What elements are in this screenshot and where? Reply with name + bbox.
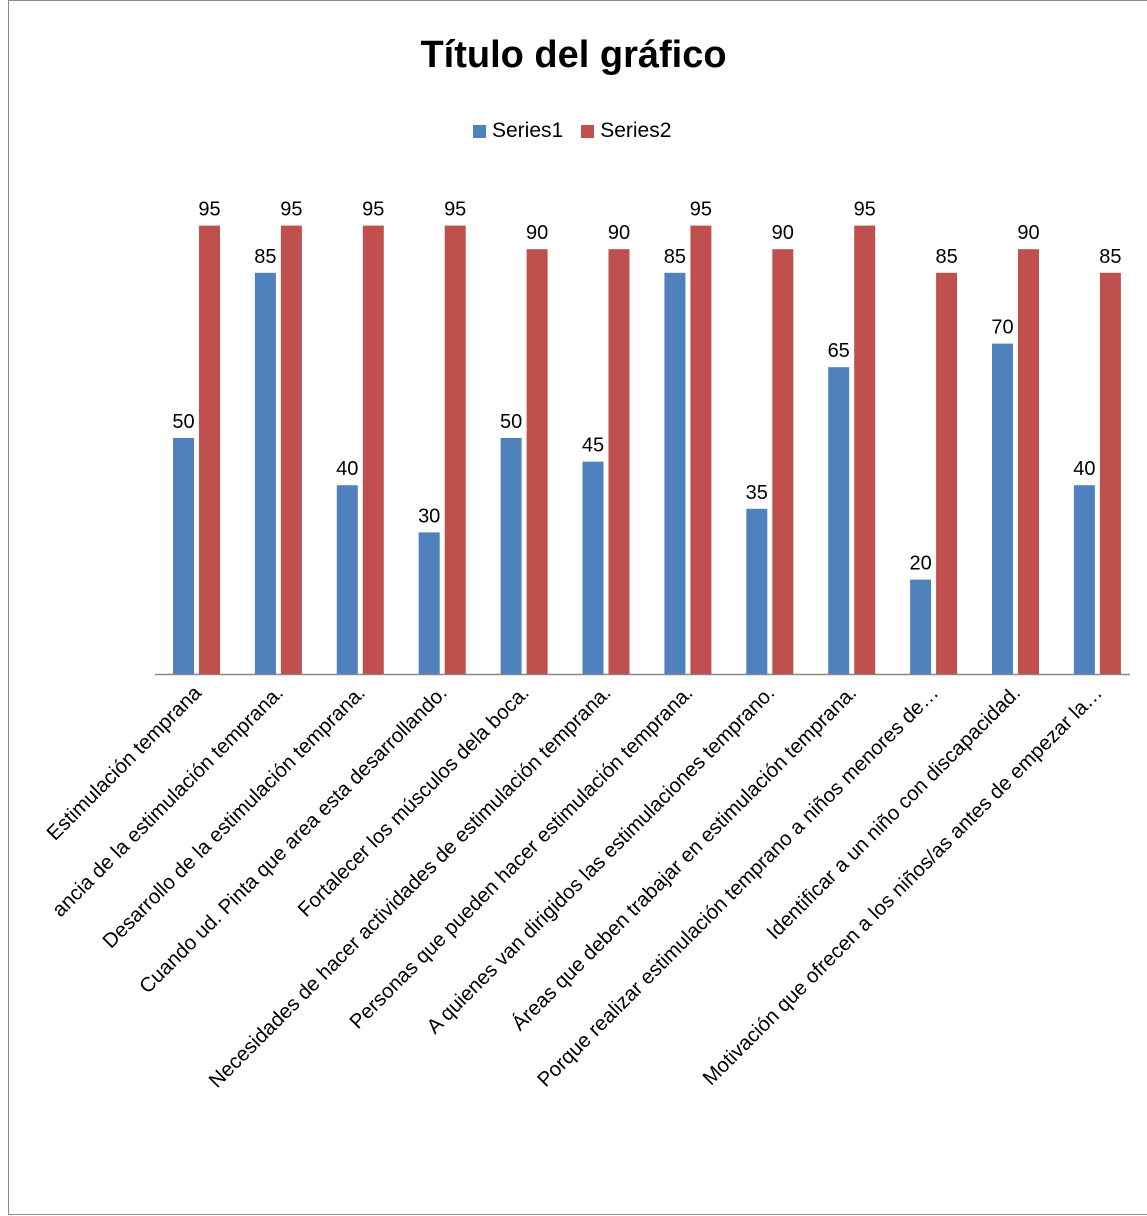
bar-series2-11 xyxy=(1099,272,1121,674)
data-label-series1-4: 50 xyxy=(500,411,522,433)
data-label-series2-6: 95 xyxy=(690,199,712,221)
bar-series1-11 xyxy=(1073,485,1095,674)
data-label-series2-11: 85 xyxy=(1099,246,1121,268)
data-label-series1-0: 50 xyxy=(172,411,194,433)
bar-series1-10 xyxy=(992,343,1013,674)
bar-series2-5 xyxy=(608,249,630,674)
legend-label-series1: Series1 xyxy=(492,119,564,142)
bar-series2-10 xyxy=(1018,249,1039,674)
legend-swatch-series2 xyxy=(581,124,595,138)
data-label-series1-2: 40 xyxy=(336,458,358,480)
bar-series1-7 xyxy=(746,508,768,674)
data-label-series2-2: 95 xyxy=(362,199,384,221)
data-label-series2-1: 95 xyxy=(280,199,302,221)
bar-series1-5 xyxy=(582,461,604,674)
legend: Series1 Series2 xyxy=(473,118,671,144)
bar-series2-1 xyxy=(280,225,302,674)
data-label-series1-6: 85 xyxy=(664,246,686,268)
bar-series2-8 xyxy=(854,225,876,674)
data-label-series1-7: 35 xyxy=(746,482,768,504)
bar-series2-3 xyxy=(444,225,466,674)
bar-series2-9 xyxy=(936,272,958,674)
data-label-series1-9: 20 xyxy=(909,553,931,575)
data-label-series2-3: 95 xyxy=(444,199,466,221)
x-tick-label-11: Motivación que ofrecen a los niños/as an… xyxy=(698,681,1107,1090)
bar-series1-1 xyxy=(254,272,276,674)
bar-series2-7 xyxy=(772,249,794,674)
legend-item-series1: Series1 xyxy=(473,119,563,143)
data-label-series2-4: 90 xyxy=(526,222,548,244)
bar-series1-3 xyxy=(418,532,440,674)
data-label-series2-8: 95 xyxy=(854,199,876,221)
bar-series2-2 xyxy=(362,225,384,674)
data-label-series2-0: 95 xyxy=(198,199,220,221)
bar-series1-2 xyxy=(336,485,358,674)
data-label-series1-11: 40 xyxy=(1073,458,1095,480)
bar-series1-0 xyxy=(173,438,194,674)
x-tick-label-5: Necesidades de hacer actividades de esti… xyxy=(204,681,615,1092)
x-tick-label-9: Porque realizar estimulación temprano a … xyxy=(533,681,943,1091)
data-label-series1-5: 45 xyxy=(582,435,604,457)
data-label-series1-10: 70 xyxy=(991,317,1013,339)
data-label-series1-3: 30 xyxy=(418,505,440,527)
data-label-series2-7: 90 xyxy=(772,222,794,244)
bar-series2-6 xyxy=(690,225,712,674)
data-label-series2-9: 85 xyxy=(935,246,957,268)
data-label-series1-1: 85 xyxy=(254,246,276,268)
chart-area xyxy=(8,0,1147,1215)
bar-series1-8 xyxy=(828,367,850,674)
x-tick-label-3: Cuando ud. Pinta que area esta desarroll… xyxy=(135,681,452,998)
bar-series1-6 xyxy=(664,272,686,674)
data-label-series2-5: 90 xyxy=(608,222,630,244)
legend-label-series2: Series2 xyxy=(600,119,672,142)
bar-series1-9 xyxy=(910,579,932,674)
legend-swatch-series1 xyxy=(473,124,486,138)
legend-item-series2: Series2 xyxy=(581,119,671,143)
bar-series2-0 xyxy=(199,225,220,674)
data-label-series1-8: 65 xyxy=(828,340,850,362)
bar-series1-4 xyxy=(500,438,522,674)
data-label-series2-10: 90 xyxy=(1017,222,1039,244)
chart-title: Título del gráfico xyxy=(420,34,727,76)
x-tick-label-0: Estimulación temprana xyxy=(42,681,206,845)
bar-series2-4 xyxy=(526,249,548,674)
